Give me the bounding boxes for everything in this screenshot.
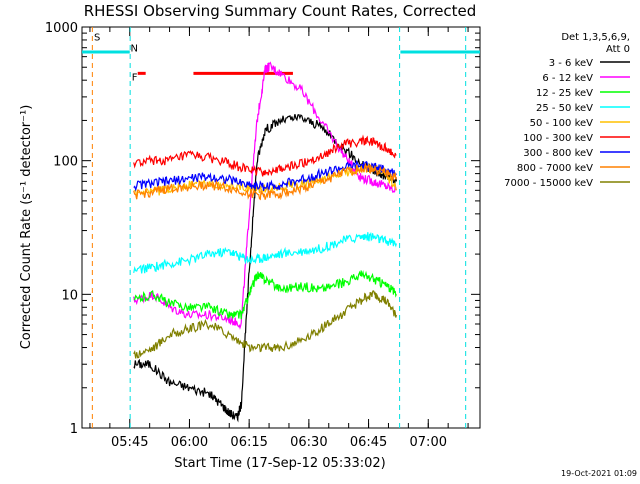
legend-entry-label: 800 - 7000 keV <box>517 163 593 174</box>
legend-entry-label: 6 - 12 keV <box>542 73 593 84</box>
series-line-2 <box>133 270 397 320</box>
series-line-7 <box>133 162 397 201</box>
series-line-0 <box>133 113 397 423</box>
plot-frame <box>81 26 481 429</box>
series-line-1 <box>133 61 397 330</box>
x-tick-label: 06:45 <box>350 435 387 450</box>
legend-header: Det 1,3,5,6,9, <box>561 32 630 43</box>
x-tick-label: 07:00 <box>410 435 447 450</box>
marker-label: N <box>131 44 138 55</box>
x-tick-label: 06:15 <box>230 435 267 450</box>
x-tick-label: 06:00 <box>171 435 208 450</box>
legend-entry-label: 12 - 25 keV <box>536 88 593 99</box>
chart-title: RHESSI Observing Summary Count Rates, Co… <box>84 2 477 20</box>
y-axis-label: Corrected Count Rate (s⁻¹ detector⁻¹) <box>19 105 34 350</box>
marker-label: S <box>94 32 100 43</box>
plot-area: 1 10 100 1000 05:45 06:00 06:15 06:30 06:45 07:00… <box>45 21 481 450</box>
legend-entry-label: 50 - 100 keV <box>530 118 594 129</box>
legend-entry-label: 25 - 50 keV <box>536 103 593 114</box>
x-tick-label: 05:45 <box>111 435 148 450</box>
legend-entry-label: 3 - 6 keV <box>549 58 593 69</box>
y-tick-label: 100 <box>53 155 78 170</box>
footer-timestamp: 19-Oct-2021 01:09 <box>561 469 637 478</box>
marker-label: F <box>132 72 138 83</box>
legend-header: Att 0 <box>606 44 630 55</box>
series-line-3 <box>133 231 397 274</box>
series-line-8 <box>133 290 397 359</box>
legend-entry-label: 100 - 300 keV <box>523 133 593 144</box>
y-tick-label: 1 <box>70 422 78 437</box>
legend-entry-label: 300 - 800 keV <box>523 148 593 159</box>
y-tick-label: 1000 <box>45 21 78 36</box>
legend: Det 1,3,5,6,9,Att 0 3 - 6 keV 6 - 12 keV 12… <box>504 32 630 189</box>
legend-entry-label: 7000 - 15000 keV <box>504 178 593 189</box>
x-tick-label: 06:30 <box>290 435 327 450</box>
y-tick-label: 10 <box>61 288 78 303</box>
series-line-5 <box>133 134 397 177</box>
series-line-6 <box>133 159 397 193</box>
x-axis-label: Start Time (17-Sep-12 05:33:02) <box>174 456 385 471</box>
